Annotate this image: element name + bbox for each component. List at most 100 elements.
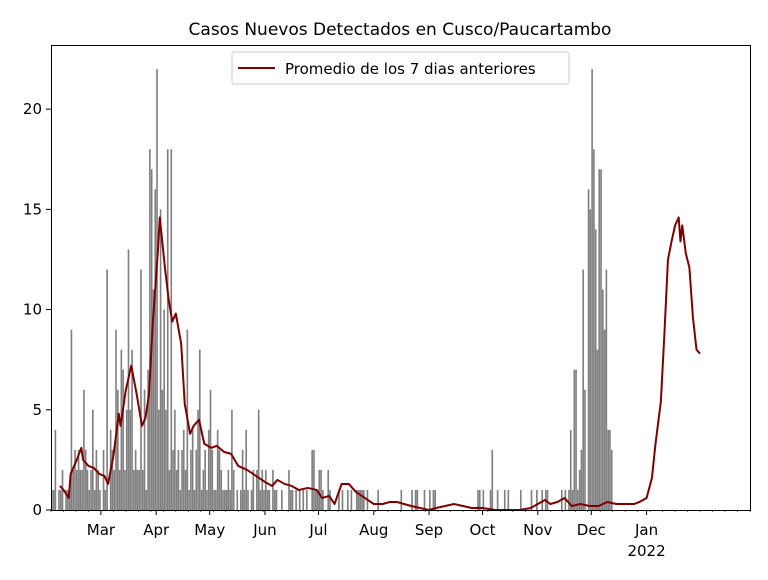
x-tick-label: Jul xyxy=(308,521,327,539)
bar xyxy=(605,269,608,510)
bar xyxy=(264,469,267,510)
bar xyxy=(434,489,437,510)
bar xyxy=(175,469,178,510)
bar xyxy=(74,449,76,510)
bar xyxy=(580,449,583,510)
bar xyxy=(232,469,235,510)
bar xyxy=(140,269,142,510)
rolling-average-line xyxy=(59,216,701,511)
bar xyxy=(97,469,99,510)
bar xyxy=(256,469,258,510)
bar xyxy=(193,489,196,510)
bar xyxy=(266,489,269,510)
bar xyxy=(65,489,67,510)
bar xyxy=(163,309,165,510)
bar xyxy=(257,409,260,510)
bar xyxy=(607,429,609,510)
bar xyxy=(247,489,249,510)
bar xyxy=(84,449,87,510)
bar-series xyxy=(51,69,613,511)
bar xyxy=(152,289,155,510)
bar xyxy=(569,429,572,510)
bar xyxy=(72,469,75,510)
bar xyxy=(289,489,292,510)
bar xyxy=(115,329,117,510)
bar xyxy=(161,389,164,510)
bar xyxy=(361,489,363,510)
bar xyxy=(81,469,83,510)
bar xyxy=(587,189,590,510)
bar xyxy=(222,489,224,510)
bar xyxy=(207,429,210,510)
x-tick-label: Aug xyxy=(359,521,388,539)
bar xyxy=(93,489,96,510)
bar xyxy=(216,429,219,510)
x-tick-label: Dec xyxy=(577,521,606,539)
bar xyxy=(357,489,360,510)
bar xyxy=(177,449,180,510)
bar xyxy=(159,209,162,510)
x-tick-label: Oct xyxy=(470,521,496,539)
bar xyxy=(482,489,485,510)
bar xyxy=(120,349,123,510)
bar xyxy=(134,449,137,510)
bar xyxy=(225,489,228,510)
bar xyxy=(143,389,146,510)
bar xyxy=(172,449,174,510)
bar xyxy=(305,489,308,510)
bar xyxy=(594,229,597,510)
bar xyxy=(231,409,233,510)
bar xyxy=(209,389,212,510)
bar xyxy=(341,489,344,510)
bar xyxy=(133,469,135,510)
bar xyxy=(213,489,215,510)
bar xyxy=(106,269,108,510)
bar xyxy=(314,489,317,510)
bar xyxy=(496,489,499,510)
bar xyxy=(327,469,330,510)
legend-label: Promedio de los 7 dias anteriores xyxy=(285,60,536,78)
bar xyxy=(125,409,128,510)
bar xyxy=(104,489,107,510)
bar xyxy=(261,469,264,510)
bar xyxy=(316,489,319,510)
bar xyxy=(423,489,426,510)
bar xyxy=(131,349,133,510)
bar xyxy=(477,489,479,510)
bar xyxy=(416,489,419,510)
y-tick-label: 15 xyxy=(23,200,42,218)
bar xyxy=(204,449,206,510)
bar xyxy=(168,469,171,510)
bar xyxy=(54,429,57,510)
bar xyxy=(603,329,606,510)
bar xyxy=(377,489,379,510)
bar xyxy=(157,409,160,510)
bar xyxy=(273,489,276,510)
bar xyxy=(191,429,194,510)
bar xyxy=(584,389,586,510)
bar xyxy=(298,489,301,510)
bar xyxy=(141,469,144,510)
y-tick-label: 20 xyxy=(23,100,42,118)
bar xyxy=(250,489,253,510)
bar xyxy=(95,449,98,510)
bar xyxy=(58,489,60,510)
bar xyxy=(223,489,226,510)
bar xyxy=(338,489,340,510)
bar xyxy=(83,389,85,510)
bar xyxy=(329,489,331,510)
bar xyxy=(124,469,126,510)
bar xyxy=(414,489,417,510)
bar xyxy=(322,489,324,510)
bar xyxy=(578,469,581,510)
bar xyxy=(347,489,349,510)
bar xyxy=(190,449,192,510)
bar xyxy=(530,489,533,510)
bar xyxy=(411,489,413,510)
bar xyxy=(102,449,105,510)
bar xyxy=(252,469,255,510)
bar xyxy=(86,469,89,510)
bar xyxy=(199,349,201,510)
legend-box xyxy=(231,51,570,85)
